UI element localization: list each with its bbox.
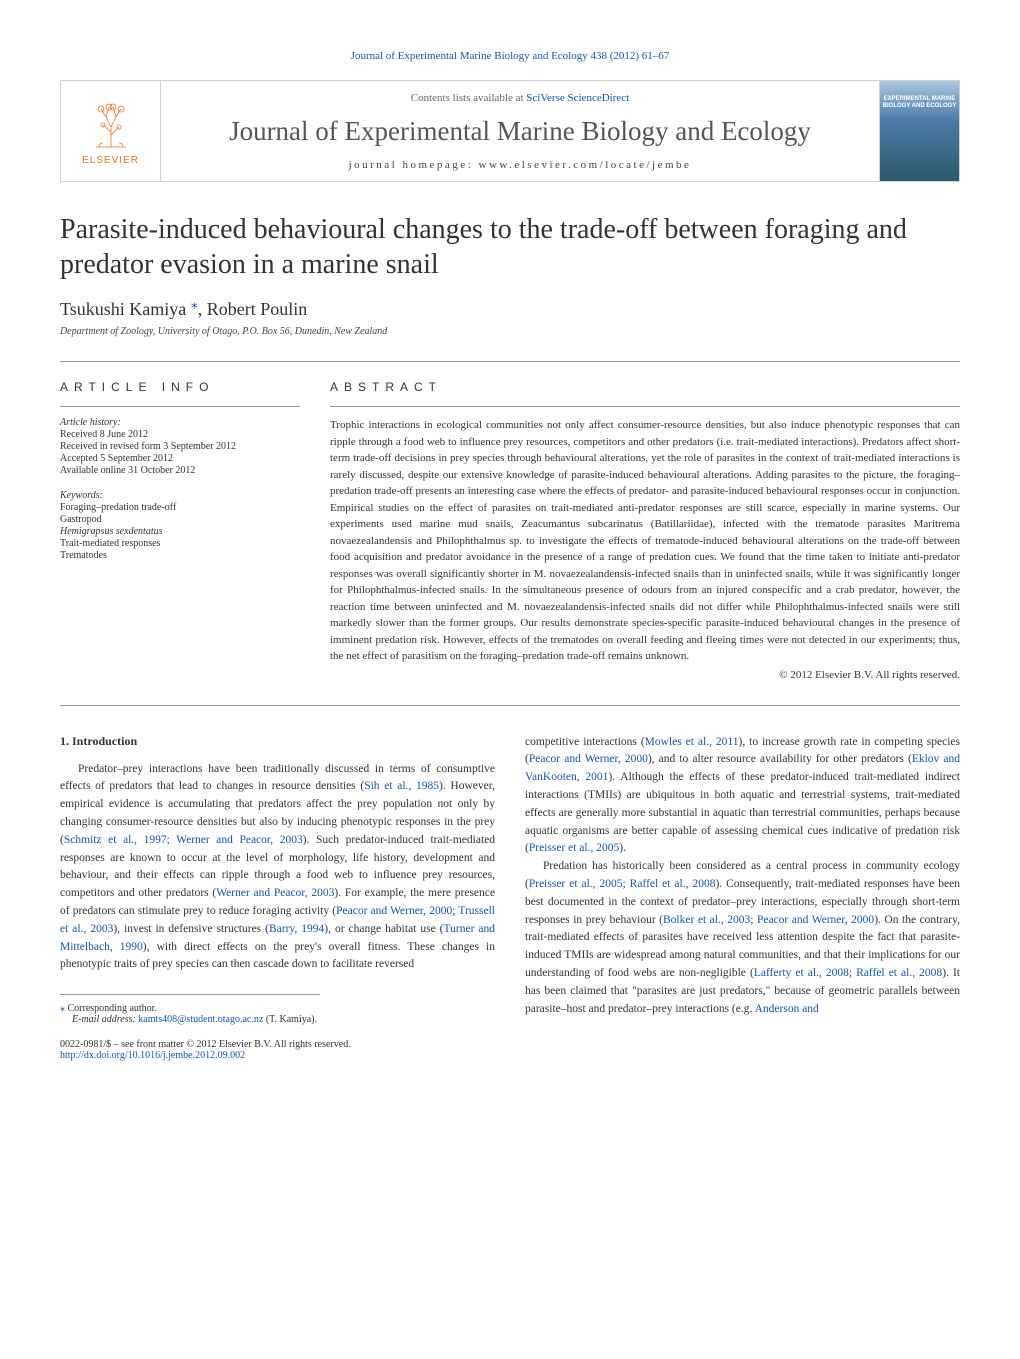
divider	[60, 705, 960, 706]
revised-date: Received in revised form 3 September 201…	[60, 441, 300, 452]
affiliation: Department of Zoology, University of Ota…	[60, 326, 960, 337]
elsevier-tree-icon	[81, 97, 141, 152]
keyword: Trait-mediated responses	[60, 538, 300, 549]
divider	[60, 406, 300, 407]
journal-homepage[interactable]: journal homepage: www.elsevier.com/locat…	[171, 159, 869, 171]
corresponding-author-note: ⁎ Corresponding author. E-mail address: …	[60, 994, 320, 1025]
citation-link[interactable]: Sih et al., 1985	[364, 780, 439, 792]
divider	[60, 361, 960, 362]
elsevier-label: ELSEVIER	[82, 155, 139, 166]
citation-link[interactable]: Preisser et al., 2005; Raffel et al., 20…	[529, 878, 716, 890]
journal-header-box: ELSEVIER Contents lists available at Sci…	[60, 80, 960, 182]
citation-link[interactable]: Mowles et al., 2011	[645, 736, 739, 748]
keywords-label: Keywords:	[60, 490, 300, 501]
citation-link[interactable]: Anderson and	[755, 1003, 819, 1015]
intro-paragraph: competitive interactions (Mowles et al.,…	[525, 734, 960, 859]
citation-link[interactable]: Barry, 1994	[269, 923, 324, 935]
doi-link[interactable]: http://dx.doi.org/10.1016/j.jembe.2012.0…	[60, 1050, 245, 1061]
elsevier-logo: ELSEVIER	[61, 81, 161, 181]
authors: Tsukushi Kamiya ⁎, Robert Poulin	[60, 296, 960, 320]
right-column: competitive interactions (Mowles et al.,…	[525, 734, 960, 1062]
left-column: 1. Introduction Predator–prey interactio…	[60, 734, 495, 1062]
header-citation[interactable]: Journal of Experimental Marine Biology a…	[60, 50, 960, 62]
online-date: Available online 31 October 2012	[60, 465, 300, 476]
citation-link[interactable]: Bolker et al., 2003; Peacor and Werner, …	[663, 914, 874, 926]
received-date: Received 8 June 2012	[60, 429, 300, 440]
intro-paragraph: Predation has historically been consider…	[525, 858, 960, 1018]
keyword: Hemigrapsus sexdentatus	[60, 526, 300, 537]
keyword: Foraging–predation trade-off	[60, 502, 300, 513]
contents-line: Contents lists available at SciVerse Sci…	[171, 92, 869, 104]
article-title: Parasite-induced behavioural changes to …	[60, 212, 960, 282]
publication-info: 0022-0981/$ – see front matter © 2012 El…	[60, 1039, 495, 1061]
history-label: Article history:	[60, 417, 300, 428]
journal-name: Journal of Experimental Marine Biology a…	[171, 116, 869, 147]
journal-cover-thumbnail: EXPERIMENTAL MARINE BIOLOGY AND ECOLOGY	[879, 81, 959, 181]
corresponding-author-link[interactable]: ⁎	[191, 297, 198, 312]
cover-text: EXPERIMENTAL MARINE BIOLOGY AND ECOLOGY	[880, 96, 959, 110]
abstract-section: ABSTRACT Trophic interactions in ecologi…	[330, 380, 960, 681]
email-link[interactable]: kamts408@student.otago.ac.nz	[138, 1014, 263, 1025]
sciencedirect-link[interactable]: SciVerse ScienceDirect	[526, 92, 629, 104]
abstract-head: ABSTRACT	[330, 380, 960, 394]
article-info-head: ARTICLE INFO	[60, 380, 300, 394]
citation-link[interactable]: Lafferty et al., 2008; Raffel et al., 20…	[754, 967, 942, 979]
keyword: Gastropod	[60, 514, 300, 525]
accepted-date: Accepted 5 September 2012	[60, 453, 300, 464]
article-info-section: ARTICLE INFO Article history: Received 8…	[60, 380, 300, 681]
intro-paragraph: Predator–prey interactions have been tra…	[60, 761, 495, 975]
abstract-text: Trophic interactions in ecological commu…	[330, 417, 960, 665]
citation-link[interactable]: Preisser et al., 2005	[529, 842, 619, 854]
keyword: Trematodes	[60, 550, 300, 561]
copyright: © 2012 Elsevier B.V. All rights reserved…	[330, 669, 960, 681]
citation-link[interactable]: Schmitz et al., 1997; Werner and Peacor,…	[64, 834, 303, 846]
journal-info: Contents lists available at SciVerse Sci…	[161, 82, 879, 181]
citation-link[interactable]: Peacor and Werner, 2000	[529, 753, 648, 765]
divider	[330, 406, 960, 407]
citation-link[interactable]: Werner and Peacor, 2003	[216, 887, 334, 899]
intro-head: 1. Introduction	[60, 734, 495, 749]
